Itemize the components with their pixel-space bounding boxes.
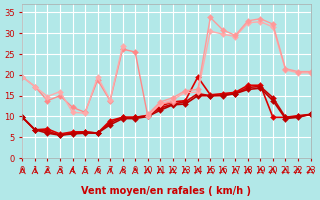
- X-axis label: Vent moyen/en rafales ( km/h ): Vent moyen/en rafales ( km/h ): [82, 186, 252, 196]
